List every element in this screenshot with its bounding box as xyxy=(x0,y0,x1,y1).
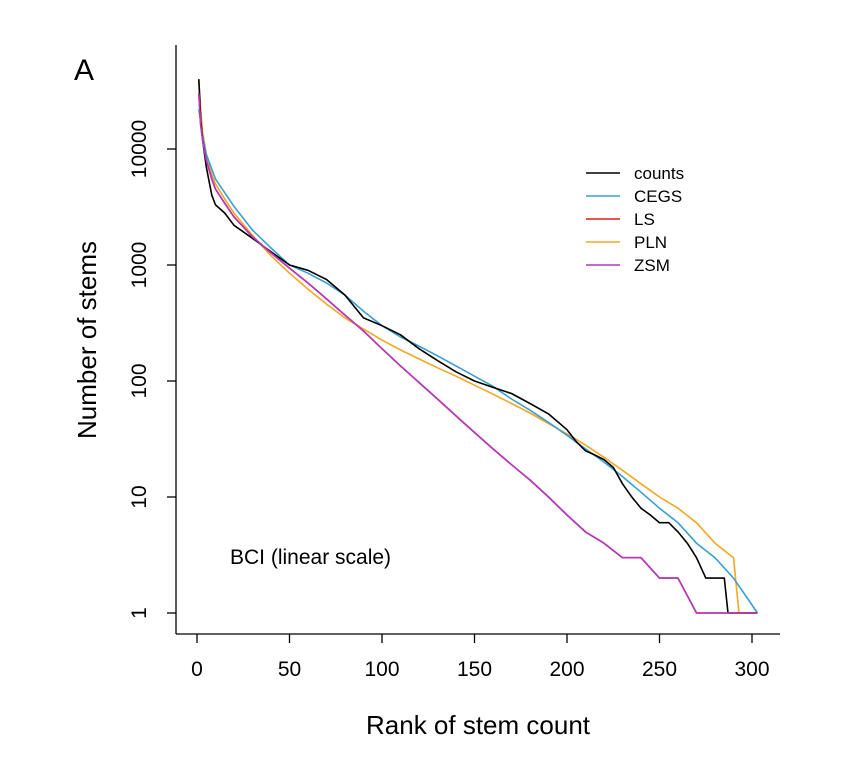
x-tick-label: 300 xyxy=(734,658,769,681)
panel-label: A xyxy=(74,54,94,87)
x-axis-title: Rank of stem count xyxy=(366,710,591,740)
annotation-text: BCI (linear scale) xyxy=(230,546,391,569)
y-tick-label: 10000 xyxy=(128,120,151,178)
y-axis-ticks: 1 10 100 1000 10000 xyxy=(128,120,176,619)
legend: counts CEGS LS PLN ZSM xyxy=(586,164,684,275)
x-tick-label: 0 xyxy=(191,658,203,681)
legend-label-pln: PLN xyxy=(634,233,667,252)
x-tick-label: 100 xyxy=(364,658,399,681)
series-line-cegs xyxy=(198,109,759,614)
x-tick-label: 150 xyxy=(457,658,492,681)
series-line-zsm xyxy=(198,93,758,614)
x-tick-label: 50 xyxy=(278,658,301,681)
y-tick-label: 10 xyxy=(128,485,151,508)
series-lines xyxy=(198,79,759,614)
legend-label-ls: LS xyxy=(634,210,655,229)
y-tick-label: 1 xyxy=(128,607,151,619)
x-tick-label: 200 xyxy=(549,658,584,681)
x-axis-ticks: 0 50 100 150 200 250 300 xyxy=(191,634,770,681)
series-line-pln xyxy=(198,79,758,614)
y-tick-label: 1000 xyxy=(128,242,151,289)
legend-label-cegs: CEGS xyxy=(634,187,682,206)
legend-label-zsm: ZSM xyxy=(634,256,670,275)
plot-frame xyxy=(175,45,780,635)
x-tick-label: 250 xyxy=(642,658,677,681)
y-axis-title: Number of stems xyxy=(72,241,102,439)
y-tick-label: 100 xyxy=(128,363,151,398)
series-line-counts xyxy=(198,79,758,614)
legend-label-counts: counts xyxy=(634,164,684,183)
